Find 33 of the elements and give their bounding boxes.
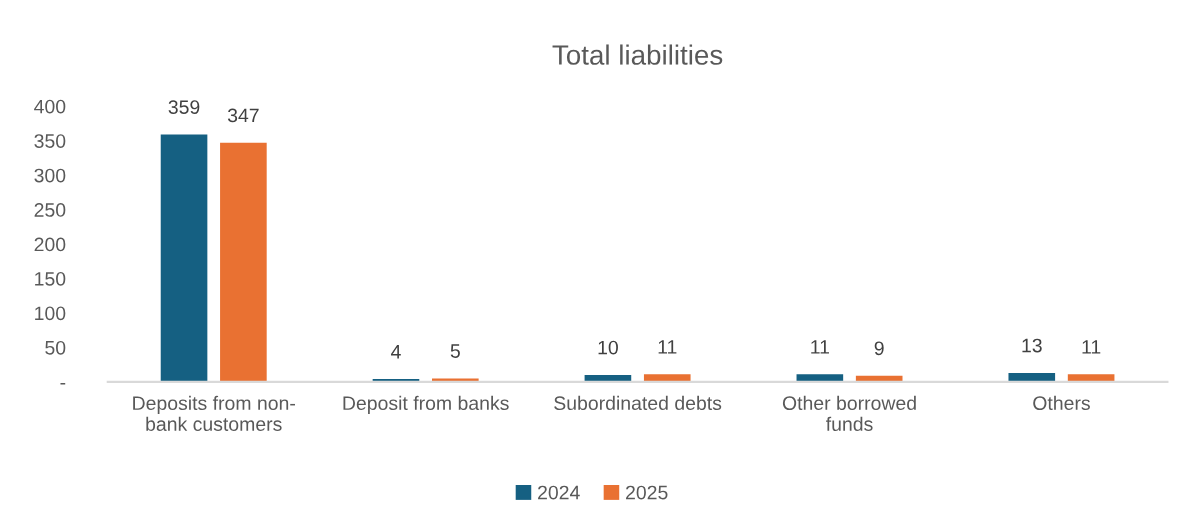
y-tick-label: 100 [35, 306, 66, 321]
x-tick-label: Subordinated debts [554, 395, 722, 411]
y-tick-label: 400 [34, 99, 66, 114]
data-label: 9 [874, 341, 884, 356]
y-tick-label: 250 [34, 203, 66, 217]
bar [160, 134, 208, 382]
bar [1008, 372, 1056, 382]
y-tick-label: 300 [34, 168, 66, 183]
data-label: 5 [450, 344, 460, 358]
y-tick-label: 50 [45, 340, 66, 355]
y-tick-label: 350 [34, 134, 66, 148]
bar [796, 374, 844, 382]
bar [1067, 374, 1115, 382]
y-tick-label: - [60, 383, 66, 385]
x-tick-label: Others [1033, 395, 1090, 411]
data-label: 4 [391, 345, 401, 359]
data-label: 11 [658, 340, 677, 354]
bar [643, 374, 691, 382]
y-tick-label: 200 [34, 237, 66, 252]
chart-title: Total liabilities [552, 44, 723, 65]
x-tick-label: Deposits from non- bank customers [133, 395, 295, 431]
legend-label: 2025 [626, 485, 668, 500]
data-label: 347 [227, 108, 259, 123]
data-label: 11 [1082, 340, 1101, 354]
data-label: 13 [1022, 338, 1042, 353]
bar [220, 142, 267, 382]
x-tick-label: Other borrowed funds [782, 395, 916, 431]
x-tick-label: Deposit from banks [343, 395, 509, 414]
data-label: 10 [598, 340, 618, 355]
legend-label: 2024 [538, 485, 580, 500]
y-tick-label: 150 [35, 271, 66, 286]
data-label: 359 [168, 100, 200, 114]
data-label: 11 [811, 340, 829, 354]
